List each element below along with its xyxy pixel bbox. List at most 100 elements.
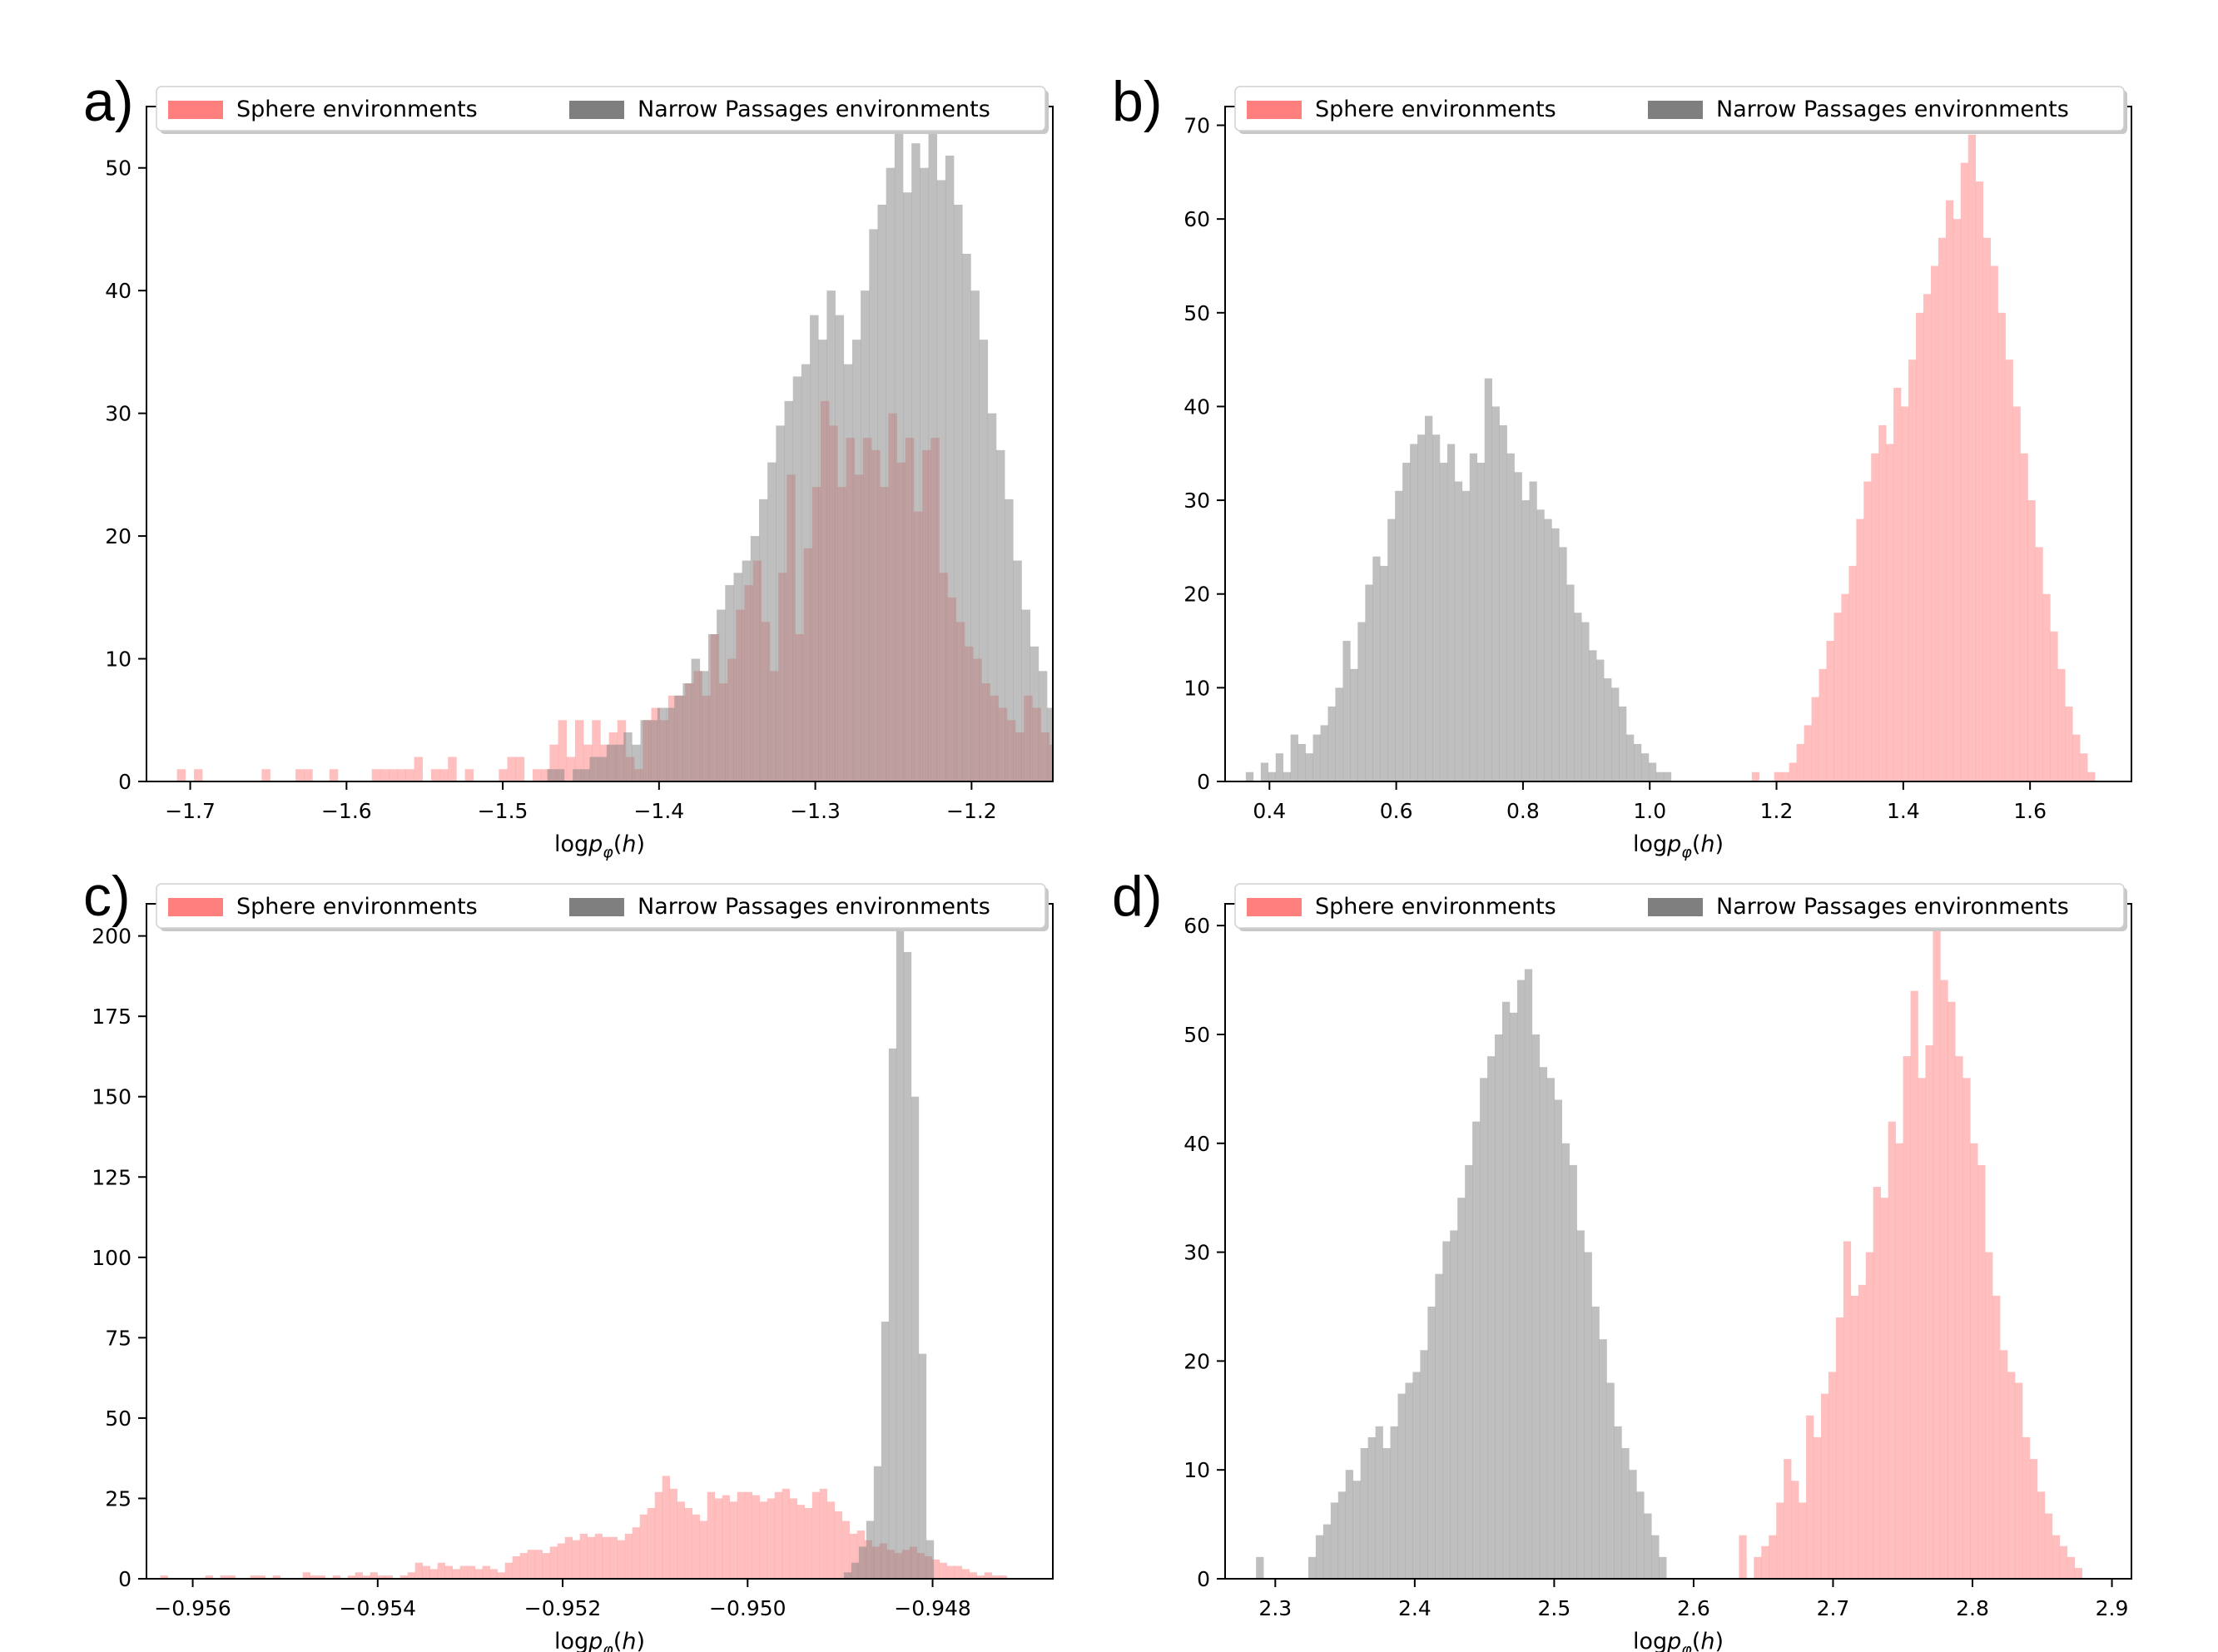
histogram-bar (587, 1536, 596, 1579)
legend: Sphere environments Narrow Passages envir… (156, 86, 1049, 134)
histogram-bar (602, 1536, 611, 1579)
histogram-bar (452, 1569, 460, 1579)
histogram-bar (2057, 668, 2066, 781)
y-tick-label: 0 (118, 770, 131, 794)
histogram-bar (1372, 556, 1381, 781)
histogram-bar (1856, 518, 1864, 781)
histogram-bar (1402, 463, 1411, 781)
histogram-bar (1245, 771, 1254, 781)
histogram-bar (835, 315, 845, 781)
histogram-bar (1134, 769, 1143, 781)
y-tick-label: 40 (1183, 1132, 1210, 1156)
histogram-bar (489, 1569, 499, 1579)
histogram-bar (2022, 1436, 2031, 1579)
histogram-bar (347, 1575, 355, 1579)
x-tick-label: −0.954 (340, 1596, 417, 1620)
histogram-bar (534, 1550, 543, 1579)
histogram-bar (729, 1501, 738, 1579)
histogram-bar (1375, 1426, 1383, 1579)
histogram-bar (1536, 509, 1545, 781)
histogram-bar (682, 683, 692, 781)
y-tick-label: 150 (92, 1085, 131, 1109)
histogram-bar (722, 1495, 731, 1579)
histogram-bar (1335, 687, 1343, 781)
y-tick-label: 50 (105, 156, 131, 181)
x-axis-label: logpφ(h) (1633, 1629, 1724, 1652)
histogram-bar (1893, 387, 1902, 781)
y-tick-label: 10 (1183, 676, 1210, 700)
y-tick-label: 20 (105, 524, 131, 548)
histogram-bar (405, 769, 414, 781)
histogram-bar (759, 1501, 768, 1579)
histogram-bar (1574, 613, 1582, 781)
histogram-bar (991, 1575, 1000, 1579)
histogram-bar (2065, 706, 2073, 781)
y-tick-label: 60 (1183, 207, 1210, 231)
histogram-bar (851, 1562, 860, 1579)
histogram-bar (954, 204, 963, 781)
histogram-bar (969, 1572, 978, 1579)
histogram-bar (1992, 1295, 2001, 1579)
histogram-bar (1465, 1164, 1473, 1579)
histogram-bar (512, 1555, 521, 1579)
histogram-bar (1125, 769, 1134, 781)
histogram-bar (1863, 481, 1872, 781)
y-tick-label: 40 (105, 279, 131, 303)
x-tick-label: −0.948 (894, 1596, 971, 1620)
histogram-bar (1901, 406, 1909, 781)
histogram-bar (1055, 720, 1064, 781)
histogram-bar (1544, 518, 1552, 781)
histogram-bar (1751, 771, 1760, 781)
histogram-bar (1038, 671, 1048, 781)
panel-letter: c) (83, 865, 131, 928)
histogram-bar (1524, 969, 1533, 1579)
x-tick-label: 2.6 (1677, 1596, 1710, 1620)
histogram-bar (1342, 641, 1351, 781)
histogram-bar (533, 769, 542, 781)
histogram-bar (1457, 1198, 1466, 1579)
histogram-bar (1446, 444, 1456, 781)
histogram-bar (332, 1575, 340, 1579)
histogram-bar (1081, 769, 1089, 781)
histogram-bar (677, 1501, 686, 1579)
x-tick-label: −0.952 (524, 1596, 602, 1620)
histogram-bar (792, 376, 802, 781)
histogram-bar (407, 1572, 415, 1579)
histogram-bar (1427, 1306, 1436, 1579)
histogram-bar (1948, 1001, 1956, 1579)
histogram-bar (1888, 1121, 1896, 1579)
histogram-bar (1873, 1187, 1881, 1579)
histogram-bar (2050, 631, 2058, 781)
histogram-bar (1820, 1393, 1829, 1579)
histogram-bar (2074, 1567, 2082, 1579)
histogram-bar (1916, 312, 1924, 781)
histogram-bar (987, 413, 997, 781)
histogram-bar (1106, 769, 1114, 781)
histogram-bar (2052, 1535, 2061, 1579)
histogram-bar (1092, 769, 1100, 781)
y-tick-label: 30 (105, 402, 131, 426)
histogram-bar (961, 1569, 970, 1579)
histogram-bar (1953, 219, 1962, 781)
histogram-bar (2059, 1545, 2068, 1579)
histogram-bar (1819, 668, 1827, 781)
legend-sphere-label: Sphere environments (236, 97, 478, 122)
histogram-bar (1074, 745, 1083, 781)
histogram-bar (1100, 769, 1109, 781)
histogram-bar (193, 769, 203, 781)
histogram-bar (866, 1521, 875, 1579)
histogram-bar (1387, 518, 1396, 781)
histogram-bar (1030, 646, 1040, 781)
histogram-bar (976, 1575, 985, 1579)
histogram-bar (1405, 1382, 1413, 1579)
histogram-bar (1629, 1470, 1637, 1579)
panel-c-histogram: −0.956 −0.954 −0.952 −0.950 −0.948 0 25 50 75 100… (83, 865, 1054, 1652)
histogram-bar (1487, 1056, 1496, 1579)
histogram-bar (1584, 1252, 1592, 1579)
histogram-bar (1472, 1121, 1481, 1579)
histogram-bar (1551, 528, 1560, 781)
histogram-bar (1047, 707, 1053, 781)
histogram-bar (1659, 1556, 1667, 1579)
legend: Sphere environments Narrow Passages envir… (1234, 86, 2127, 134)
histogram-bar (1442, 1241, 1451, 1579)
